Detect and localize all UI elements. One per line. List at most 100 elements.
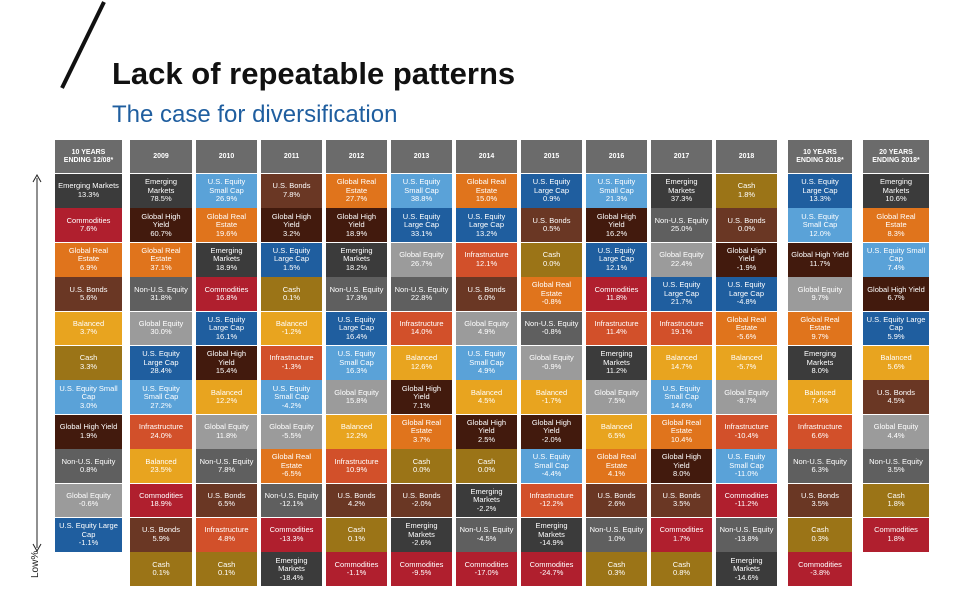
asset-cell: Cash 3.3% (55, 346, 122, 380)
asset-cell: Infrastructure 10.9% (326, 449, 387, 483)
asset-name: Global Real Estate (68, 245, 109, 264)
asset-name: Infrastructure (464, 250, 509, 260)
asset-cell: Non-U.S. Equity 1.0% (586, 518, 647, 552)
column-header: 20 YEARS ENDING 2018* (863, 140, 929, 173)
asset-return: 13.3% (809, 194, 831, 204)
asset-return: 30.0% (150, 327, 172, 337)
asset-return: 19.6% (215, 228, 238, 238)
arrow-head-down (32, 543, 42, 553)
asset-cell: Global High Yield 2.5% (456, 414, 517, 449)
asset-name: Emerging Markets (665, 177, 698, 195)
asset-return: -24.7% (539, 568, 564, 578)
asset-name: Infrastructure (594, 318, 639, 328)
asset-name: Cash (152, 559, 170, 569)
asset-return: 21.3% (605, 194, 628, 204)
asset-cell: U.S. Bonds 7.8% (261, 174, 322, 208)
asset-name: Emerging Markets (144, 177, 178, 195)
asset-name: Emerging Markets (58, 181, 119, 191)
asset-cell: Balanced -5.7% (716, 346, 777, 380)
asset-return: 25.0% (670, 224, 693, 234)
asset-name: Global Real Estate (466, 177, 507, 195)
asset-return: 8.0% (672, 469, 691, 479)
asset-cell: Global Equity 4.9% (456, 311, 517, 346)
asset-return: -2.2% (476, 503, 497, 513)
asset-return: 3.0% (79, 400, 98, 410)
asset-cell: U.S. Equity Small Cap 14.6% (651, 380, 712, 415)
asset-cell: Global Real Estate 15.0% (456, 174, 517, 208)
asset-name: U.S. Equity Large Cap (337, 314, 376, 333)
asset-cell: U.S. Equity Small Cap 38.8% (391, 174, 452, 208)
asset-name: U.S. Equity Small Cap (597, 177, 636, 195)
asset-cell: Cash 0.3% (788, 518, 852, 552)
asset-name: Non-U.S. Equity (329, 284, 384, 294)
asset-cell: Commodities -9.5% (391, 552, 452, 587)
asset-cell: U.S. Equity Small Cap 16.3% (326, 346, 387, 380)
asset-name: U.S. Equity Small Cap (272, 383, 311, 402)
asset-cell: U.S. Equity Large Cap -1.1% (55, 518, 122, 552)
asset-name: Commodities (659, 525, 704, 535)
asset-cell: Commodities -11.2% (716, 483, 777, 518)
asset-return: 3.5% (811, 499, 829, 509)
asset-cell: Non-U.S. Equity 22.8% (391, 277, 452, 311)
asset-cell: Global High Yield -1.9% (716, 242, 777, 277)
asset-name: Global Equity (269, 422, 314, 432)
asset-name: Commodities (724, 490, 769, 500)
asset-name: Emerging Markets (340, 245, 373, 264)
asset-cell: Global Real Estate 8.3% (863, 208, 929, 243)
asset-return: 16.1% (215, 331, 238, 341)
asset-return: 10.4% (670, 434, 693, 444)
asset-return: 18.2% (345, 262, 368, 272)
asset-name: Cash (217, 559, 236, 569)
asset-cell: U.S. Equity Large Cap 5.9% (863, 311, 929, 346)
asset-name: Infrastructure (659, 318, 704, 328)
asset-name: U.S. Equity Small Cap (207, 177, 246, 195)
subtitle: The case for diversification (112, 101, 398, 128)
column-header: 2014 (456, 140, 517, 173)
asset-return: 7.4% (887, 262, 905, 272)
asset-cell: Global Real Estate 3.7% (391, 414, 452, 449)
asset-name: U.S. Bonds (597, 490, 636, 500)
asset-return: 14.0% (410, 327, 433, 337)
asset-cell: Non-U.S. Equity 7.8% (196, 449, 257, 483)
slash (60, 1, 106, 89)
asset-cell: Global High Yield 11.7% (788, 242, 852, 277)
asset-return: 23.5% (150, 465, 172, 475)
asset-return: 5.9% (152, 533, 170, 543)
asset-cell: Balanced 12.6% (391, 346, 452, 380)
asset-name: Commodities (798, 559, 842, 569)
asset-cell: U.S. Equity Large Cap 16.4% (326, 311, 387, 346)
asset-return: 11.7% (809, 258, 831, 268)
asset-name: Global Real Estate (661, 417, 702, 436)
asset-name: Emerging Markets (275, 555, 308, 574)
asset-name: Global High Yield (661, 452, 702, 470)
asset-cell: U.S. Bonds 5.6% (55, 277, 122, 311)
asset-return: 8.0% (811, 366, 829, 376)
asset-return: -5.5% (281, 430, 302, 440)
asset-cell: Emerging Markets -2.2% (456, 483, 517, 518)
asset-cell: U.S. Equity Small Cap 12.0% (788, 208, 852, 243)
asset-return: 16.2% (605, 228, 628, 238)
asset-name: Global High Yield (336, 211, 377, 230)
asset-name: Emerging Markets (535, 521, 568, 539)
asset-name: Emerging Markets (210, 245, 243, 264)
asset-name: U.S. Equity Large Cap (866, 314, 926, 333)
asset-return: 22.8% (410, 293, 433, 303)
asset-cell: Emerging Markets -18.4% (261, 552, 322, 587)
asset-return: 4.5% (477, 396, 496, 406)
asset-cell: U.S. Equity Small Cap -11.0% (716, 449, 777, 483)
asset-name: Non-U.S. Equity (394, 284, 449, 294)
asset-return: 13.2% (475, 228, 498, 238)
asset-name: Cash (347, 525, 366, 535)
asset-return: 16.3% (345, 366, 368, 376)
asset-return: -12.2% (539, 499, 564, 509)
asset-cell: U.S. Equity Large Cap 28.4% (130, 346, 192, 380)
asset-cell: Balanced 14.7% (651, 346, 712, 380)
asset-return: 11.8% (216, 430, 237, 440)
asset-name: Non-U.S. Equity (264, 490, 319, 500)
asset-name: Global Equity (399, 250, 444, 260)
asset-name: U.S. Equity Large Cap (467, 211, 506, 230)
asset-return: -0.6% (78, 499, 99, 509)
asset-return: 7.8% (217, 465, 236, 475)
asset-cell: Cash 0.3% (586, 552, 647, 587)
